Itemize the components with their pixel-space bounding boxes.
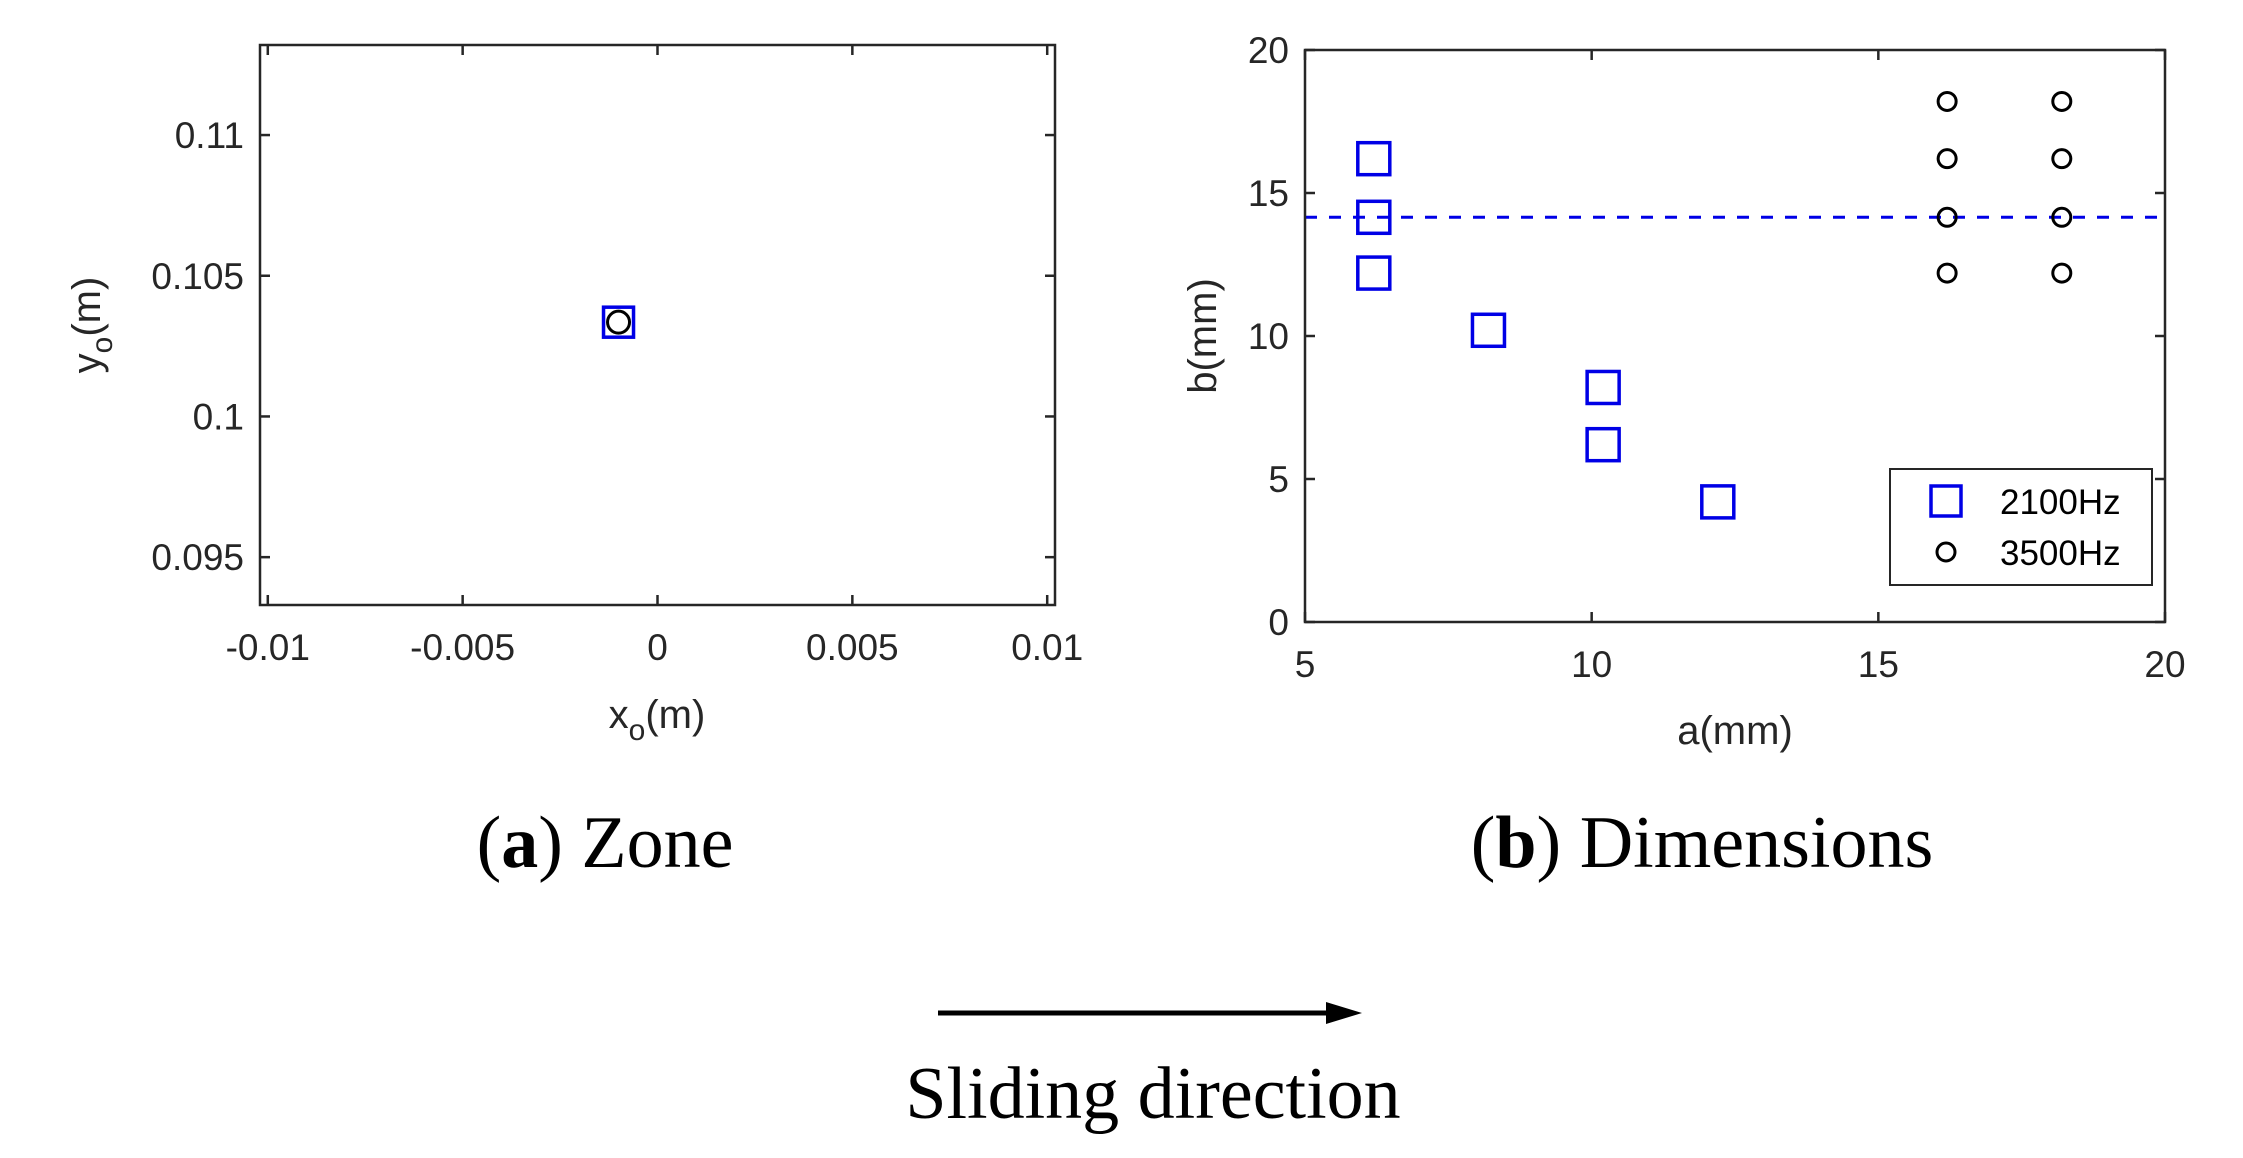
dimensions-caption-letter: b <box>1495 802 1536 884</box>
arrow-head-icon <box>1326 1002 1362 1024</box>
zone-y-label-unit: (m) <box>65 277 109 337</box>
legend-label-2100hz: 2100Hz <box>2000 483 2121 522</box>
dimensions-point-3500hz <box>1936 206 1958 228</box>
zone-x-label-main: x <box>609 693 629 737</box>
zone-y-tick-label: 0.11 <box>175 115 244 156</box>
zone-x-label-sub: o <box>629 714 646 747</box>
zone-caption: (a) Zone <box>477 802 734 884</box>
zone-x-tick-label: 0.01 <box>1011 627 1083 668</box>
legend-marker-2100hz <box>1929 484 1963 518</box>
dimensions-x-tick-label: 15 <box>1858 644 1899 685</box>
dimensions-caption-text: Dimensions <box>1580 802 1934 884</box>
dimensions-x-axis-label: a(mm) <box>1677 709 1793 753</box>
zone-caption-text: Zone <box>581 802 733 884</box>
arrow-label: Sliding direction <box>905 1053 1400 1135</box>
zone-ticks: -0.01 -0.005 0 0.005 0.01 0.095 0.1 0.105 0.11 <box>151 45 1083 668</box>
zone-x-label-unit: (m) <box>645 693 705 737</box>
legend-marker-3500hz <box>1935 541 1957 563</box>
zone-point-3500hz <box>606 309 632 335</box>
sliding-direction-indicator: Sliding direction <box>905 1002 1401 1135</box>
zone-y-tick-label: 0.1 <box>193 396 244 437</box>
zone-x-tick-label: -0.01 <box>226 627 310 668</box>
dimensions-point-3500hz <box>2051 148 2073 170</box>
dimensions-point-2100hz <box>1356 140 1392 177</box>
dimensions-point-2100hz <box>1700 484 1736 520</box>
legend-label-3500hz: 3500Hz <box>2000 534 2121 573</box>
zone-x-axis-label: xo(m) <box>609 693 706 747</box>
zone-y-tick-label: 0.095 <box>151 537 244 578</box>
zone-x-tick-label: 0 <box>647 627 668 668</box>
dimensions-x-tick-label: 5 <box>1295 644 1316 685</box>
dimensions-y-tick-label: 0 <box>1268 602 1289 643</box>
dimensions-point-3500hz <box>1936 90 1958 112</box>
zone-y-tick-label: 0.105 <box>151 256 244 297</box>
dimensions-y-tick-label: 5 <box>1268 459 1289 500</box>
zone-y-label-sub: o <box>86 337 119 354</box>
dimensions-point-2100hz <box>1585 426 1621 463</box>
dimensions-legend: 2100Hz 3500Hz <box>1889 468 2153 586</box>
dimensions-point-2100hz <box>1470 312 1507 349</box>
zone-y-label-main: y <box>65 353 109 373</box>
panel-zone: -0.01 -0.005 0 0.005 0.01 0.095 0.1 0.105 0.11 x… <box>65 43 1083 884</box>
dimensions-point-2100hz <box>1356 199 1392 236</box>
zone-x-tick-label: -0.005 <box>410 627 515 668</box>
dimensions-x-tick-label: 10 <box>1571 644 1612 685</box>
dimensions-point-3500hz <box>2051 90 2073 112</box>
dimensions-y-tick-label: 20 <box>1248 30 1289 71</box>
zone-point-2100hz <box>601 305 636 339</box>
dimensions-y-axis-label: b(mm) <box>1181 278 1225 394</box>
legend-box <box>1889 468 2153 586</box>
dimensions-plot-area <box>1305 90 2165 520</box>
dimensions-point-3500hz <box>1936 262 1958 284</box>
zone-caption-letter: a <box>501 802 538 884</box>
dimensions-point-2100hz <box>1356 255 1392 291</box>
zone-y-axis-label: yo(m) <box>65 277 119 374</box>
dimensions-point-3500hz <box>2051 206 2073 228</box>
dimensions-x-tick-label: 20 <box>2144 644 2185 685</box>
dimensions-point-3500hz <box>2051 262 2073 284</box>
dimensions-point-2100hz <box>1585 369 1621 406</box>
zone-axes-frame <box>258 43 1057 607</box>
dimensions-y-tick-label: 15 <box>1248 173 1289 214</box>
zone-plot-area <box>601 305 636 339</box>
dimensions-point-3500hz <box>1936 148 1958 170</box>
dimensions-caption: (b) Dimensions <box>1471 802 1934 884</box>
zone-x-tick-label: 0.005 <box>806 627 899 668</box>
dimensions-y-tick-label: 10 <box>1248 316 1289 357</box>
